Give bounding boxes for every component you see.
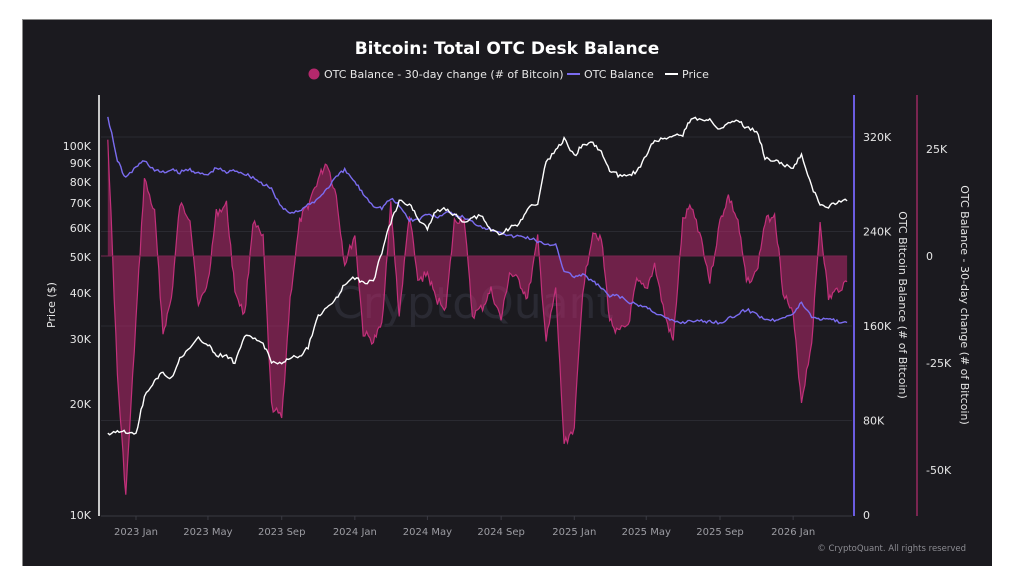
balance-axis-title: OTC Bitcoin Balance (# of Bitcoin) — [896, 211, 909, 399]
change-tick-label: -25K — [926, 357, 952, 370]
change-tick-label: 0 — [926, 250, 933, 263]
left-tick-label: 10K — [70, 509, 92, 522]
line-layer — [107, 116, 848, 436]
change-area-line — [107, 139, 848, 495]
balance-axis-ticks: 0 80K 160K 240K 320K — [863, 131, 892, 522]
change-tick-label: 25K — [926, 143, 948, 156]
change-axis-ticks: -50K -25K 0 25K — [926, 143, 952, 477]
legend-label-balance[interactable]: OTC Balance — [584, 68, 654, 81]
copyright-credit: © CryptoQuant. All rights reserved — [817, 544, 966, 554]
balance-tick-label: 0 — [863, 509, 870, 522]
change-axis-title: OTC Balance - 30-day change (# of Bitcoi… — [958, 185, 971, 425]
x-tick-label: 2025 Jan — [552, 527, 596, 538]
x-tick-label: 2023 Sep — [258, 527, 305, 538]
price-line — [107, 116, 848, 436]
balance-line — [107, 116, 848, 325]
left-tick-label: 20K — [70, 398, 92, 411]
left-tick-label: 80K — [70, 176, 92, 189]
left-tick-label: 70K — [70, 197, 92, 210]
x-tick-label: 2024 May — [403, 527, 452, 538]
balance-tick-label: 160K — [863, 320, 892, 333]
x-tick-label: 2026 Jan — [771, 527, 815, 538]
left-tick-label: 60K — [70, 222, 92, 235]
x-axis-ticks: 2023 Jan 2023 May 2023 Sep 2024 Jan 2024 May… — [114, 516, 815, 538]
x-tick-label: 2023 Jan — [114, 527, 158, 538]
legend-marker-change — [308, 68, 320, 80]
change-area-layer — [101, 139, 848, 495]
change-tick-label: -50K — [926, 464, 952, 477]
x-tick-label: 2024 Jan — [333, 527, 377, 538]
legend-label-change[interactable]: OTC Balance - 30-day change (# of Bitcoi… — [324, 68, 564, 81]
x-tick-label: 2025 May — [622, 527, 671, 538]
x-tick-label: 2025 Sep — [696, 527, 743, 538]
left-tick-label: 100K — [63, 140, 92, 153]
balance-tick-label: 320K — [863, 131, 892, 144]
left-tick-label: 90K — [70, 157, 92, 170]
legend-label-price[interactable]: Price — [682, 68, 709, 81]
x-tick-label: 2023 May — [183, 527, 232, 538]
left-axis-ticks: 10K 20K 30K 40K 50K 60K 70K 80K 90K 100K — [63, 140, 92, 522]
left-tick-label: 50K — [70, 251, 92, 264]
balance-tick-label: 80K — [863, 415, 885, 428]
left-tick-label: 40K — [70, 287, 92, 300]
chart-title: Bitcoin: Total OTC Desk Balance — [355, 39, 660, 59]
left-tick-label: 30K — [70, 333, 92, 346]
left-axis-title: Price ($) — [45, 282, 58, 328]
legend: OTC Balance - 30-day change (# of Bitcoi… — [308, 68, 709, 81]
balance-tick-label: 240K — [863, 226, 892, 239]
x-tick-label: 2024 Sep — [477, 527, 524, 538]
